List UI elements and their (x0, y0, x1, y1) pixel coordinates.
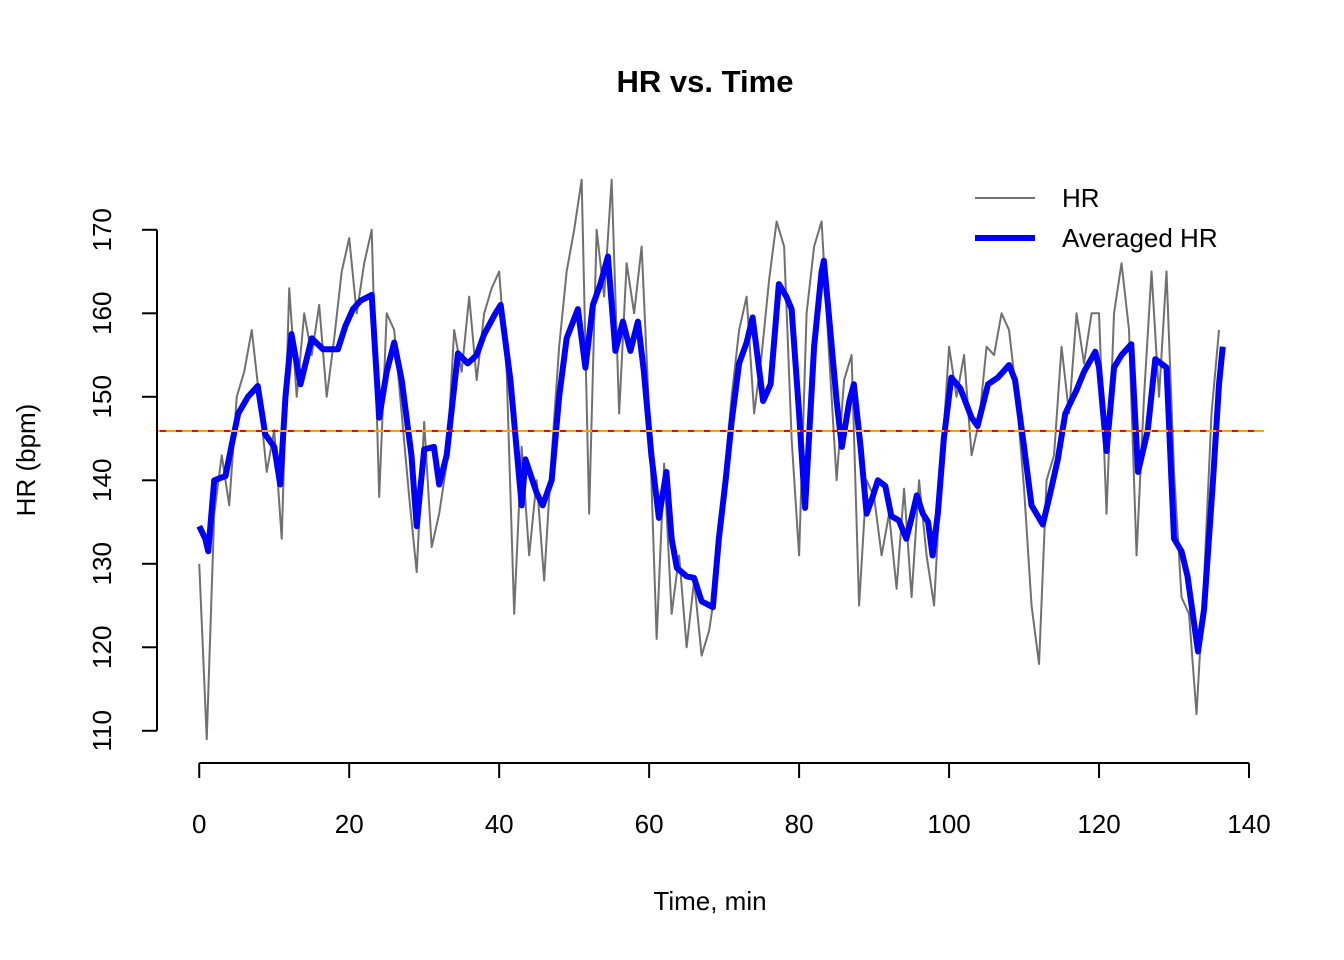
y-tick-label: 140 (87, 459, 117, 502)
legend-label: HR (1062, 183, 1100, 213)
y-tick-label: 150 (87, 375, 117, 418)
x-tick-label: 120 (1077, 809, 1120, 839)
y-tick-label: 120 (87, 626, 117, 669)
x-tick-label: 140 (1227, 809, 1270, 839)
x-tick-label: 20 (335, 809, 364, 839)
x-tick-label: 0 (192, 809, 206, 839)
chart-title: HR vs. Time (617, 64, 794, 99)
data-line (196, 253, 1226, 655)
x-tick-label: 80 (785, 809, 814, 839)
data-line (198, 178, 1221, 741)
y-tick-label: 110 (87, 710, 117, 751)
x-axis-label: Time, min (653, 886, 766, 916)
y-tick-label: 160 (87, 292, 117, 335)
y-tick-label: 170 (87, 208, 117, 251)
x-tick-label: 40 (485, 809, 514, 839)
y-axis-label: HR (bpm) (11, 404, 41, 517)
x-tick-label: 100 (927, 809, 970, 839)
legend-label: Averaged HR (1062, 223, 1218, 253)
y-tick-label: 130 (87, 542, 117, 585)
x-tick-label: 60 (635, 809, 664, 839)
